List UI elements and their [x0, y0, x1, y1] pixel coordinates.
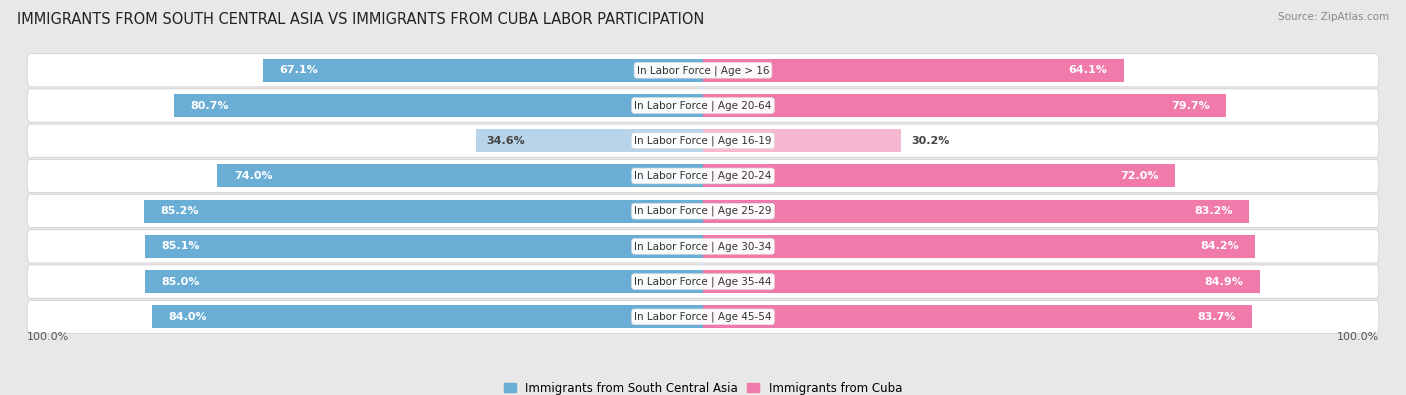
- Bar: [703, 305, 1253, 328]
- Text: In Labor Force | Age > 16: In Labor Force | Age > 16: [637, 65, 769, 75]
- Bar: [703, 200, 1249, 223]
- Text: 67.1%: 67.1%: [280, 65, 318, 75]
- Text: 84.2%: 84.2%: [1201, 241, 1239, 251]
- Bar: [263, 59, 703, 82]
- Text: In Labor Force | Age 30-34: In Labor Force | Age 30-34: [634, 241, 772, 252]
- Bar: [477, 129, 703, 152]
- Text: IMMIGRANTS FROM SOUTH CENTRAL ASIA VS IMMIGRANTS FROM CUBA LABOR PARTICIPATION: IMMIGRANTS FROM SOUTH CENTRAL ASIA VS IM…: [17, 12, 704, 27]
- Bar: [145, 235, 703, 258]
- Text: 84.0%: 84.0%: [169, 312, 207, 322]
- Bar: [143, 200, 703, 223]
- Legend: Immigrants from South Central Asia, Immigrants from Cuba: Immigrants from South Central Asia, Immi…: [501, 378, 905, 395]
- Text: 64.1%: 64.1%: [1069, 65, 1107, 75]
- Bar: [703, 235, 1256, 258]
- Bar: [218, 164, 703, 187]
- Text: In Labor Force | Age 20-64: In Labor Force | Age 20-64: [634, 100, 772, 111]
- Text: 83.2%: 83.2%: [1194, 206, 1233, 216]
- Bar: [703, 270, 1260, 293]
- Text: 85.2%: 85.2%: [160, 206, 198, 216]
- FancyBboxPatch shape: [27, 160, 1379, 192]
- Text: 100.0%: 100.0%: [27, 332, 69, 342]
- Bar: [703, 164, 1175, 187]
- Text: 34.6%: 34.6%: [486, 136, 524, 146]
- Bar: [703, 129, 901, 152]
- Text: 100.0%: 100.0%: [1337, 332, 1379, 342]
- Text: In Labor Force | Age 45-54: In Labor Force | Age 45-54: [634, 312, 772, 322]
- Bar: [145, 270, 703, 293]
- FancyBboxPatch shape: [27, 265, 1379, 298]
- Text: 79.7%: 79.7%: [1171, 100, 1209, 111]
- Text: 85.0%: 85.0%: [162, 276, 200, 287]
- FancyBboxPatch shape: [27, 124, 1379, 157]
- Text: 74.0%: 74.0%: [233, 171, 273, 181]
- Text: 80.7%: 80.7%: [190, 100, 228, 111]
- FancyBboxPatch shape: [27, 230, 1379, 263]
- Bar: [152, 305, 703, 328]
- Text: In Labor Force | Age 20-24: In Labor Force | Age 20-24: [634, 171, 772, 181]
- Text: In Labor Force | Age 16-19: In Labor Force | Age 16-19: [634, 135, 772, 146]
- FancyBboxPatch shape: [27, 300, 1379, 333]
- Bar: [703, 94, 1226, 117]
- FancyBboxPatch shape: [27, 195, 1379, 228]
- Text: In Labor Force | Age 35-44: In Labor Force | Age 35-44: [634, 276, 772, 287]
- Bar: [173, 94, 703, 117]
- FancyBboxPatch shape: [27, 54, 1379, 87]
- Text: 85.1%: 85.1%: [162, 241, 200, 251]
- Text: In Labor Force | Age 25-29: In Labor Force | Age 25-29: [634, 206, 772, 216]
- Bar: [703, 59, 1123, 82]
- Text: 84.9%: 84.9%: [1205, 276, 1244, 287]
- Text: 30.2%: 30.2%: [911, 136, 949, 146]
- FancyBboxPatch shape: [27, 89, 1379, 122]
- Text: 72.0%: 72.0%: [1121, 171, 1159, 181]
- Text: 83.7%: 83.7%: [1198, 312, 1236, 322]
- Text: Source: ZipAtlas.com: Source: ZipAtlas.com: [1278, 12, 1389, 22]
